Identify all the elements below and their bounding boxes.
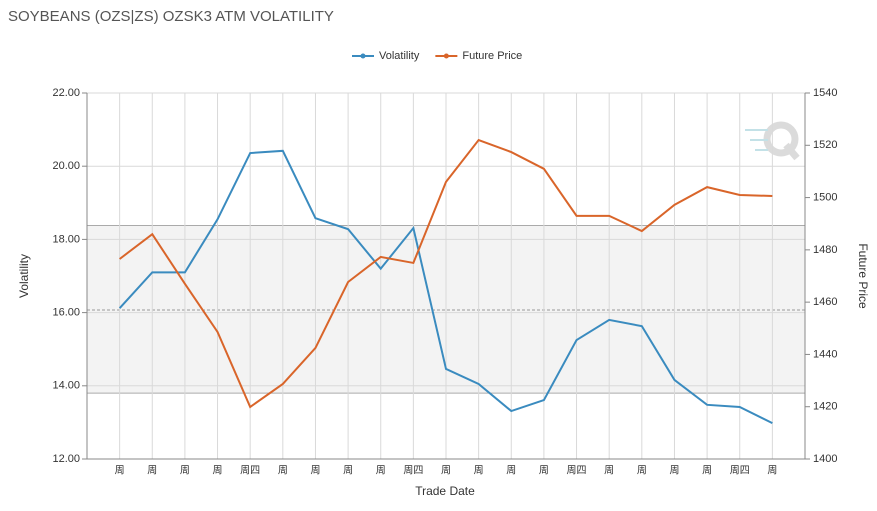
legend-label: Volatility	[379, 50, 420, 62]
y2-tick-label: 1500	[813, 191, 837, 203]
y-tick-label: 22.00	[52, 87, 80, 99]
x-tick-label: 周	[474, 465, 484, 477]
x-tick-label: 周	[376, 465, 386, 477]
watermark	[745, 121, 800, 161]
x-tick-label: 周	[669, 465, 679, 477]
x-tick-label: 周	[278, 465, 288, 477]
y2-tick-label: 1440	[813, 348, 837, 360]
y2-tick-label: 1520	[813, 139, 837, 151]
y-tick-label: 16.00	[52, 307, 80, 319]
x-tick-label: 周四	[403, 465, 423, 477]
x-axis-label: Trade Date	[415, 484, 475, 498]
x-tick-label: 周	[180, 465, 190, 477]
legend-dot	[360, 53, 366, 59]
y2-tick-label: 1460	[813, 296, 837, 308]
y2-axis-label: Future Price	[856, 243, 870, 309]
y2-tick-label: 1540	[813, 87, 837, 99]
y2-tick-label: 1420	[813, 401, 837, 413]
series-line	[118, 149, 773, 425]
y2-tick-label: 1480	[813, 244, 837, 256]
x-tick-label: 周	[213, 465, 223, 477]
x-tick-label: 周四	[240, 465, 260, 477]
y-tick-label: 12.00	[52, 453, 80, 465]
y2-tick-label: 1400	[813, 453, 837, 465]
x-tick-label: 周	[506, 465, 516, 477]
x-tick-label: 周	[702, 465, 712, 477]
y-tick-label: 18.00	[52, 233, 80, 245]
x-tick-label: 周	[115, 465, 125, 477]
chart-title: SOYBEANS (OZS|ZS) OZSK3 ATM VOLATILITY	[8, 8, 334, 25]
x-tick-label: 周	[441, 465, 451, 477]
series-line	[119, 138, 773, 409]
y-axis-label: Volatility	[17, 254, 31, 298]
x-tick-label: 周	[539, 465, 549, 477]
x-tick-label: 周四	[567, 465, 587, 477]
x-tick-label: 周	[343, 465, 353, 477]
x-tick-label: 周	[147, 465, 157, 477]
y-tick-label: 14.00	[52, 380, 80, 392]
x-tick-label: 周四	[730, 465, 750, 477]
legend-dot	[443, 53, 449, 59]
x-tick-label: 周	[637, 465, 647, 477]
y-tick-label: 20.00	[52, 160, 80, 172]
x-tick-label: 周	[604, 465, 614, 477]
legend-label: Future Price	[462, 50, 522, 62]
x-tick-label: 周	[767, 465, 777, 477]
x-tick-label: 周	[310, 465, 320, 477]
